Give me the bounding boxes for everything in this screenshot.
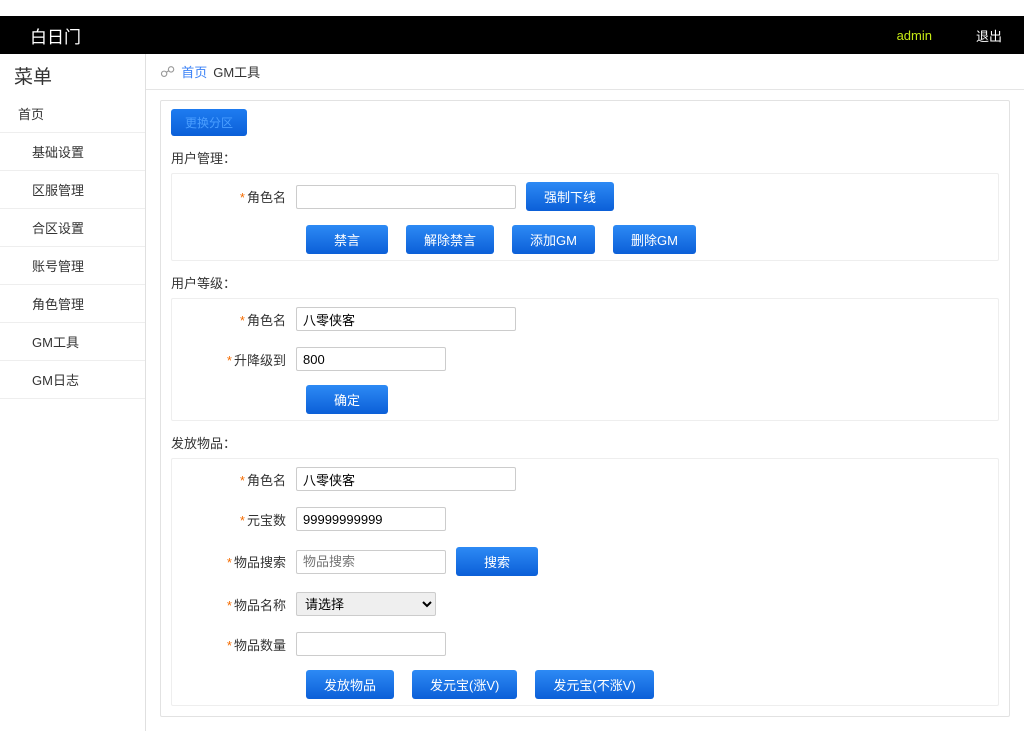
row-item-qty: *物品数量 [172,624,998,664]
sidebar-item-6[interactable]: GM工具 [0,323,145,361]
confirm-button[interactable]: 确定 [306,385,388,414]
ctrl-gi-role [296,467,998,491]
label-yuanbao-text: 元宝数 [247,513,286,528]
search-button[interactable]: 搜索 [456,547,538,576]
panel-head: 更换分区 [161,101,1009,136]
gi-role-input[interactable] [296,467,516,491]
label-lv-role-text: 角色名 [247,313,286,328]
user-level-buttons: 确定 [172,379,998,420]
sidebar-item-0[interactable]: 首页 [0,95,145,133]
lv-role-input[interactable] [296,307,516,331]
item-qty-input[interactable] [296,632,446,656]
user-level-title: 用户等级： [161,261,1009,298]
item-name-select[interactable]: 请选择 [296,592,436,616]
row-lv-role: *角色名 [172,299,998,339]
ctrl-search: 搜索 [296,547,998,576]
breadcrumb: ☍ 首页 GM工具 [146,54,1024,90]
ban-button[interactable]: 禁言 [306,225,388,254]
breadcrumb-current: GM工具 [213,62,260,81]
sidebar-item-5[interactable]: 角色管理 [0,285,145,323]
topbar: 白日门 admin 退出 [0,16,1024,54]
row-yuanbao: *元宝数 [172,499,998,539]
give-item-buttons: 发放物品 发元宝(涨V) 发元宝(不涨V) [172,664,998,705]
yuanbao-input[interactable] [296,507,446,531]
yb-noup-button[interactable]: 发元宝(不涨V) [535,670,653,699]
switch-zone-button[interactable]: 更换分区 [171,109,247,136]
topbar-right: admin 退出 [875,16,1024,54]
ctrl-item-qty [296,632,998,656]
label-gi-role-text: 角色名 [247,473,286,488]
content: ☍ 首页 GM工具 更换分区 用户管理： *角色名 强制下线 禁言 [146,54,1024,731]
row-search: *物品搜索 搜索 [172,539,998,584]
row-item-name: *物品名称 请选择 [172,584,998,624]
label-item-qty-text: 物品数量 [234,638,286,653]
label-item-qty: *物品数量 [172,635,296,654]
sidebar-item-4[interactable]: 账号管理 [0,247,145,285]
ctrl-role: 强制下线 [296,182,998,211]
label-lv-to: *升降级到 [172,350,296,369]
label-yuanbao: *元宝数 [172,510,296,529]
user-mgmt-buttons: 禁言 解除禁言 添加GM 删除GM [172,219,998,260]
row-lv-to: *升降级到 [172,339,998,379]
label-gi-role: *角色名 [172,470,296,489]
give-item-box: *角色名 *元宝数 *物品搜索 搜索 [171,458,999,706]
add-gm-button[interactable]: 添加GM [512,225,595,254]
breadcrumb-icon: ☍ [160,63,175,81]
sidebar-item-7[interactable]: GM日志 [0,361,145,399]
label-role-text: 角色名 [247,190,286,205]
label-lv-to-text: 升降级到 [234,353,286,368]
brand-title: 白日门 [0,23,81,48]
sidebar-item-1[interactable]: 基础设置 [0,133,145,171]
label-search: *物品搜索 [172,552,296,571]
label-search-text: 物品搜索 [234,555,286,570]
item-search-input[interactable] [296,550,446,574]
user-mgmt-box: *角色名 强制下线 禁言 解除禁言 添加GM 删除GM [171,173,999,261]
row-gi-role: *角色名 [172,459,998,499]
ctrl-lv-to [296,347,998,371]
exit-link[interactable]: 退出 [954,16,1024,54]
label-item-name-text: 物品名称 [234,598,286,613]
sidebar-item-3[interactable]: 合区设置 [0,209,145,247]
ctrl-lv-role [296,307,998,331]
row-role: *角色名 强制下线 [172,174,998,219]
role-input[interactable] [296,185,516,209]
ctrl-item-name: 请选择 [296,592,998,616]
force-offline-button[interactable]: 强制下线 [526,182,614,211]
yb-up-button[interactable]: 发元宝(涨V) [412,670,517,699]
user-mgmt-title: 用户管理： [161,136,1009,173]
del-gm-button[interactable]: 删除GM [613,225,696,254]
sidebar-item-2[interactable]: 区服管理 [0,171,145,209]
ctrl-yuanbao [296,507,998,531]
give-item-button[interactable]: 发放物品 [306,670,394,699]
main: 菜单 首页基础设置区服管理合区设置账号管理角色管理GM工具GM日志 ☍ 首页 G… [0,54,1024,731]
sidebar-title: 菜单 [0,54,145,95]
sidebar: 菜单 首页基础设置区服管理合区设置账号管理角色管理GM工具GM日志 [0,54,146,731]
breadcrumb-home[interactable]: 首页 [181,62,207,81]
give-item-title: 发放物品： [161,421,1009,458]
user-link[interactable]: admin [875,16,954,54]
label-lv-role: *角色名 [172,310,296,329]
user-level-box: *角色名 *升降级到 确定 [171,298,999,421]
unban-button[interactable]: 解除禁言 [406,225,494,254]
label-item-name: *物品名称 [172,595,296,614]
lv-to-input[interactable] [296,347,446,371]
panel: 更换分区 用户管理： *角色名 强制下线 禁言 解除禁言 添加GM 删除GM [160,100,1010,717]
label-role: *角色名 [172,187,296,206]
